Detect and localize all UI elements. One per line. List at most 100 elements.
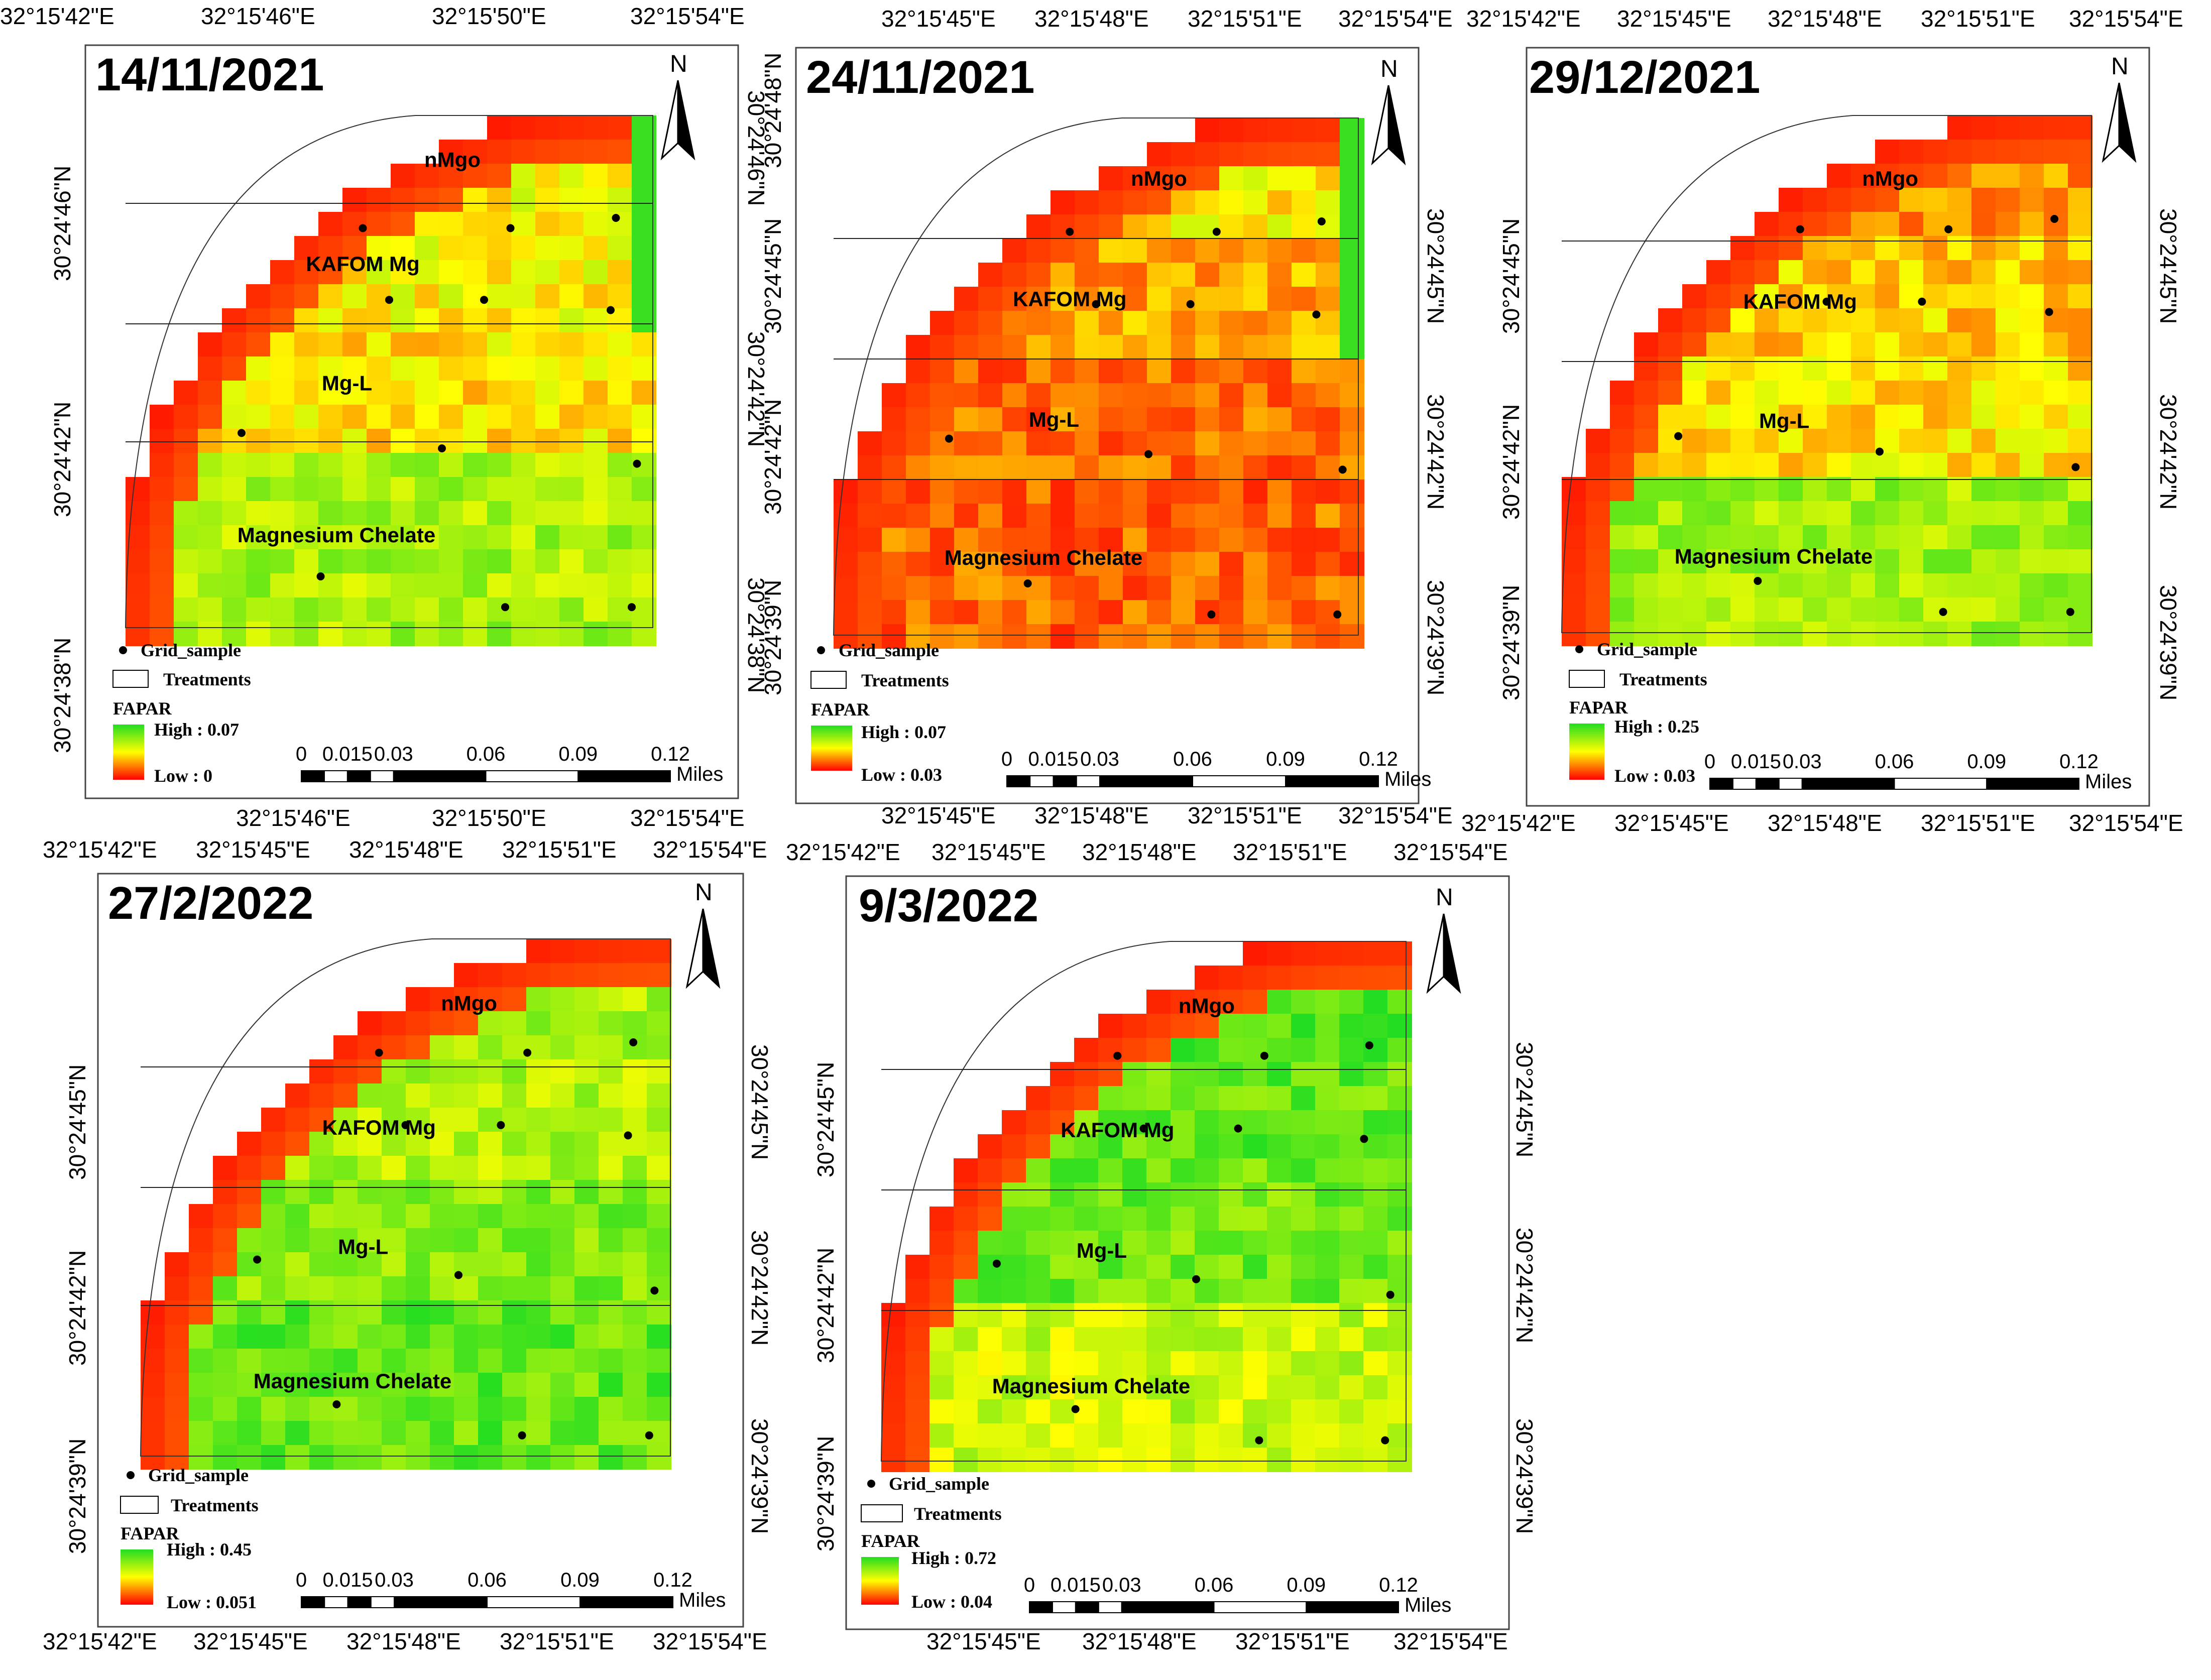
- map-panel-2: nMgo KAFOM Mg Mg-L Magnesium Chelate 24/11/…: [760, 6, 1453, 828]
- scale-unit: Miles: [676, 763, 723, 785]
- date-label: 9/3/2022: [859, 880, 1038, 931]
- scale-tick-label: 0.015: [322, 743, 373, 765]
- scale-tick-label: 0.015: [322, 1569, 373, 1591]
- treatment-legend-icon: [810, 671, 847, 689]
- lat-right-2: 30°24'42"N: [743, 331, 769, 447]
- lon-bottom-4: 32°15'51"E: [500, 1628, 614, 1654]
- svg-text:High : 0.45: High : 0.45: [167, 1539, 252, 1559]
- treatment-legend-icon: [120, 1496, 159, 1514]
- svg-text:N: N: [695, 879, 713, 906]
- treatment-label: nMgo: [441, 992, 497, 1015]
- grid-sample-point: [253, 1255, 262, 1264]
- lon-bottom-4: 32°15'54"E: [1393, 1628, 1508, 1654]
- lat-left-4: 30°24'39"N: [760, 580, 786, 695]
- grid-sample-point: [359, 224, 367, 232]
- lon-top-5: 32°15'54"E: [1393, 839, 1508, 865]
- scale-tick-label: 0.06: [467, 743, 506, 765]
- svg-text:N: N: [1436, 884, 1453, 911]
- date-label: 27/2/2022: [108, 878, 313, 929]
- grid-sample-point: [1876, 447, 1884, 456]
- scale-tick-label: 0.09: [1967, 751, 2006, 773]
- scale-unit: Miles: [679, 1589, 726, 1611]
- grid-sample-point: [1113, 1051, 1122, 1060]
- lon-top-1: 32°15'45"E: [881, 6, 996, 32]
- grid-sample-point: [316, 572, 325, 580]
- grid-sample-point: [1360, 1135, 1368, 1143]
- lon-top-2: 32°15'45"E: [196, 836, 310, 863]
- lat-right-1: 30°24'45"N: [747, 1044, 773, 1160]
- lon-bottom-4: 32°15'51"E: [1921, 810, 2035, 836]
- svg-text:High : 0.72: High : 0.72: [911, 1548, 996, 1568]
- scale-tick-label: 0.12: [1359, 748, 1398, 770]
- north-arrow-icon: N: [660, 51, 695, 161]
- grid-sample-point: [1386, 1290, 1394, 1299]
- lon-bottom-3: 32°15'54"E: [630, 805, 745, 831]
- lon-top-2: 32°15'45"E: [932, 839, 1046, 865]
- lat-left-1: 30°24'45"N: [1498, 218, 1524, 334]
- grid-sample-point: [628, 603, 636, 612]
- grid-sample-point: [1381, 1436, 1389, 1445]
- grid-sample-point: [1796, 225, 1804, 233]
- scale-tick-label: 0.09: [560, 1569, 600, 1591]
- treatment-label: Mg-L: [322, 372, 372, 395]
- svg-text:Treatments: Treatments: [171, 1495, 259, 1515]
- grid-sample-point: [1212, 227, 1221, 236]
- fapar-raster: nMgo KAFOM Mg Mg-L Magnesium Chelate: [833, 117, 1364, 649]
- panel-frame: [84, 44, 739, 799]
- scale-tick-label: 0.03: [374, 743, 413, 765]
- grid-sample-point: [1023, 579, 1032, 587]
- grid-sample-point: [1944, 225, 1953, 233]
- lon-bottom-1: 32°15'46"E: [236, 805, 351, 831]
- svg-text:Grid_sample: Grid_sample: [1597, 639, 1697, 659]
- lon-bottom-1: 32°15'42"E: [43, 1628, 157, 1654]
- lon-top-2: 32°15'48"E: [1034, 6, 1149, 32]
- scale-tick-label: 0: [1704, 751, 1715, 773]
- grid-sample-point: [401, 1121, 410, 1129]
- svg-text:Grid_sample: Grid_sample: [148, 1465, 249, 1485]
- scale-tick-label: 0.06: [1875, 751, 1914, 773]
- grid-sample-point: [385, 296, 393, 304]
- date-label: 29/12/2021: [1529, 52, 1760, 103]
- lon-bottom-2: 32°15'45"E: [1614, 810, 1729, 836]
- treatment-label: Mg-L: [1077, 1239, 1127, 1262]
- lat-left-1: 30°24'45"N: [812, 1062, 839, 1177]
- grid-sample-point: [2066, 608, 2074, 616]
- scale-tick-label: 0.015: [1051, 1574, 1101, 1596]
- fapar-color-ramp: [811, 726, 852, 771]
- lat-left-3: 30°24'38"N: [49, 638, 75, 753]
- lon-top-4: 32°15'51"E: [1921, 6, 2035, 32]
- lon-bottom-5: 32°15'54"E: [653, 1628, 767, 1654]
- grid-sample-point: [523, 1048, 532, 1057]
- svg-text:Treatments: Treatments: [163, 669, 251, 689]
- treatment-label: KAFOM Mg: [1013, 287, 1126, 311]
- lat-left-3: 30°24'39"N: [812, 1436, 839, 1551]
- grid-sample-legend-icon: [119, 646, 127, 654]
- svg-text:FAPAR: FAPAR: [1569, 697, 1628, 717]
- scale-tick-label: 0.12: [653, 1569, 692, 1591]
- lat-left-2: 30°24'45"N: [760, 218, 786, 334]
- grid-sample-point: [1317, 217, 1326, 225]
- treatment-label: nMgo: [1179, 994, 1235, 1018]
- svg-text:High : 0.25: High : 0.25: [1614, 716, 1699, 737]
- lat-right-2: 30°24'42"N: [747, 1230, 773, 1346]
- lat-right-2: 30°24'42"N: [1423, 394, 1449, 510]
- lon-bottom-2: 32°15'45"E: [193, 1628, 308, 1654]
- svg-text:Low : 0.03: Low : 0.03: [861, 765, 942, 785]
- lat-left-2: 30°24'42"N: [812, 1248, 839, 1363]
- scale-tick-label: 0.03: [1783, 751, 1822, 773]
- grid-sample-point: [1092, 300, 1100, 308]
- north-arrow-icon: N: [1426, 884, 1461, 994]
- map-panel-1: nMgo KAFOM Mg Mg-L Magnesium Chelate 14/11/…: [0, 3, 769, 831]
- north-arrow-icon: N: [685, 879, 721, 989]
- scale-tick-label: 0.12: [1379, 1574, 1418, 1596]
- treatment-label: Mg-L: [1029, 408, 1079, 431]
- lat-right-3: 30°24'39"N: [1423, 580, 1449, 695]
- treatment-label: Magnesium Chelate: [254, 1369, 451, 1393]
- fapar-raster: nMgo KAFOM Mg Mg-L Magnesium Chelate: [1561, 115, 2092, 646]
- grid-sample-point: [497, 1121, 505, 1129]
- scale-unit: Miles: [1405, 1594, 1451, 1616]
- grid-sample-point: [332, 1400, 341, 1408]
